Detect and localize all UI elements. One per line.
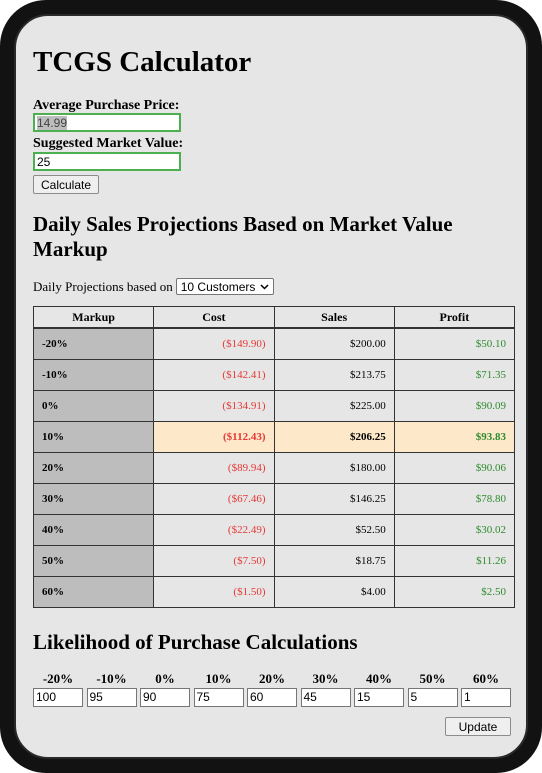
likelihood-heading: Likelihood of Purchase Calculations bbox=[33, 630, 358, 654]
profit-cell: $90.06 bbox=[393, 452, 516, 484]
markup-cell: 20% bbox=[32, 452, 155, 484]
table-row: -20% ($149.90) $200.00 $50.10 bbox=[32, 327, 516, 360]
likelihood-label: 0% bbox=[155, 671, 175, 686]
calculate-button[interactable]: Calculate bbox=[33, 175, 99, 194]
likelihood-label: 20% bbox=[259, 671, 285, 686]
markup-cell: -20% bbox=[32, 327, 155, 360]
column-header-cost: Cost bbox=[153, 306, 275, 329]
sales-cell: $200.00 bbox=[273, 327, 395, 360]
cost-cell: ($112.43) bbox=[153, 421, 275, 453]
sales-cell: $206.25 bbox=[273, 421, 395, 453]
sales-cell: $225.00 bbox=[273, 390, 395, 422]
markup-cell: 0% bbox=[32, 390, 155, 422]
profit-cell: $93.83 bbox=[393, 421, 516, 453]
likelihood-input[interactable]: 5 bbox=[407, 688, 458, 707]
projections-control: Daily Projections based on 10 Customers bbox=[33, 278, 274, 295]
likelihood-label: 40% bbox=[366, 671, 392, 686]
sales-cell: $18.75 bbox=[273, 545, 395, 577]
table-row: 20% ($89.94) $180.00 $90.06 bbox=[32, 452, 516, 484]
market-value-value: 25 bbox=[37, 155, 51, 169]
profit-cell: $71.35 bbox=[393, 359, 516, 391]
markup-cell: 40% bbox=[32, 514, 155, 546]
table-row-highlighted: 10% ($112.43) $206.25 $93.83 bbox=[32, 421, 516, 453]
customers-selected-value: 10 Customers bbox=[180, 279, 256, 294]
cost-cell: ($142.41) bbox=[153, 359, 275, 391]
column-header-markup: Markup bbox=[32, 306, 155, 329]
projections-based-on-label: Daily Projections based on bbox=[33, 278, 173, 294]
cost-cell: ($149.90) bbox=[153, 327, 275, 360]
purchase-price-value: 14.99 bbox=[37, 116, 68, 130]
likelihood-input[interactable]: 45 bbox=[300, 688, 351, 707]
sales-cell: $146.25 bbox=[273, 483, 395, 515]
column-header-sales: Sales bbox=[273, 306, 395, 329]
projections-table: Markup Cost Sales Profit -20% ($149.90) … bbox=[32, 306, 516, 608]
table-row: -10% ($142.41) $213.75 $71.35 bbox=[32, 359, 516, 391]
projections-heading: Daily Sales Projections Based on Market … bbox=[33, 212, 453, 261]
profit-cell: $78.80 bbox=[393, 483, 516, 515]
cost-cell: ($7.50) bbox=[153, 545, 275, 577]
profit-cell: $30.02 bbox=[393, 514, 516, 546]
markup-cell: 50% bbox=[32, 545, 155, 577]
table-row: 0% ($134.91) $225.00 $90.09 bbox=[32, 390, 516, 422]
update-button[interactable]: Update bbox=[445, 717, 511, 736]
sales-cell: $52.50 bbox=[273, 514, 395, 546]
customers-select[interactable]: 10 Customers bbox=[175, 278, 274, 295]
purchase-price-input[interactable]: 14.99 bbox=[33, 113, 181, 132]
sales-cell: $180.00 bbox=[273, 452, 395, 484]
cost-cell: ($89.94) bbox=[153, 452, 275, 484]
purchase-price-label: Average Purchase Price: bbox=[33, 98, 180, 113]
table-row: 60% ($1.50) $4.00 $2.50 bbox=[32, 576, 516, 608]
market-value-label: Suggested Market Value: bbox=[33, 136, 184, 151]
cost-cell: ($134.91) bbox=[153, 390, 275, 422]
sales-cell: $4.00 bbox=[273, 576, 395, 608]
likelihood-input[interactable]: 75 bbox=[193, 688, 244, 707]
cost-cell: ($67.46) bbox=[153, 483, 275, 515]
profit-cell: $50.10 bbox=[393, 327, 516, 360]
markup-cell: 30% bbox=[32, 483, 155, 515]
likelihood-input[interactable]: 1 bbox=[461, 688, 511, 707]
chevron-down-icon bbox=[260, 283, 269, 290]
markup-cell: 60% bbox=[32, 576, 155, 608]
screen: TCGS Calculator Average Purchase Price: … bbox=[14, 14, 528, 759]
profit-cell: $2.50 bbox=[393, 576, 516, 608]
likelihood-input[interactable]: 60 bbox=[247, 688, 297, 707]
likelihood-label: 60% bbox=[473, 671, 499, 686]
likelihood-input[interactable]: 90 bbox=[140, 688, 190, 707]
market-value-input[interactable]: 25 bbox=[33, 152, 181, 171]
page-title: TCGS Calculator bbox=[33, 46, 252, 78]
likelihood-label: -20% bbox=[42, 671, 74, 686]
markup-cell: -10% bbox=[32, 359, 155, 391]
cost-cell: ($22.49) bbox=[153, 514, 275, 546]
likelihood-input[interactable]: 15 bbox=[354, 688, 404, 707]
markup-cell: 10% bbox=[32, 421, 155, 453]
profit-cell: $90.09 bbox=[393, 390, 516, 422]
table-header-row: Markup Cost Sales Profit bbox=[32, 306, 516, 329]
likelihood-label: 50% bbox=[419, 671, 446, 686]
cost-cell: ($1.50) bbox=[153, 576, 275, 608]
sales-cell: $213.75 bbox=[273, 359, 395, 391]
profit-cell: $11.26 bbox=[393, 545, 516, 577]
likelihood-input[interactable]: 95 bbox=[86, 688, 137, 707]
likelihood-label: 10% bbox=[205, 671, 232, 686]
likelihood-label: -10% bbox=[96, 671, 127, 686]
column-header-profit: Profit bbox=[393, 306, 516, 329]
likelihood-input[interactable]: 100 bbox=[33, 688, 83, 707]
table-row: 50% ($7.50) $18.75 $11.26 bbox=[32, 545, 516, 577]
table-row: 40% ($22.49) $52.50 $30.02 bbox=[32, 514, 516, 546]
table-row: 30% ($67.46) $146.25 $78.80 bbox=[32, 483, 516, 515]
likelihood-label: 30% bbox=[312, 671, 339, 686]
